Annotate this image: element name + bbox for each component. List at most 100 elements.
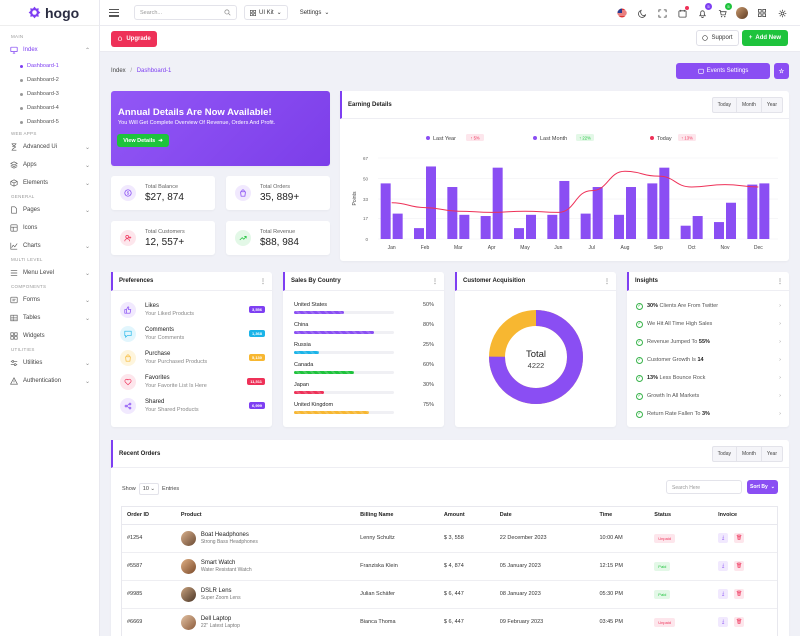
- grid-icon: [250, 9, 256, 16]
- product-description: Super Zoom Lens: [200, 594, 241, 601]
- download-icon[interactable]: ⤓: [718, 533, 729, 543]
- upgrade-button[interactable]: Upgrade: [111, 31, 157, 47]
- preference-purchase[interactable]: Purchase Your Purchased Products 5,130: [120, 350, 265, 368]
- preference-likes[interactable]: Likes Your Liked Products 3,556: [120, 302, 265, 320]
- more-options-icon[interactable]: ⋮: [432, 278, 438, 285]
- tab-today[interactable]: Today: [717, 450, 731, 457]
- chevron-right-icon[interactable]: ›: [779, 375, 781, 381]
- download-icon[interactable]: ⤓: [718, 589, 729, 599]
- search-input[interactable]: Search...: [134, 5, 237, 20]
- breadcrumb-separator: /: [130, 68, 133, 74]
- insight-item[interactable]: ✓ 13% Less Bounce Rock ›: [636, 371, 781, 385]
- table-row[interactable]: #9985 DSLR Lens Super Zoom Lens Julian Schä…: [122, 579, 777, 608]
- breadcrumb-root[interactable]: Index: [111, 68, 126, 74]
- insight-item[interactable]: ✓ Customer Growth Is 14 ›: [636, 353, 781, 367]
- support-button[interactable]: Support: [696, 30, 739, 46]
- chevron-right-icon[interactable]: ›: [779, 321, 781, 327]
- us-flag-icon[interactable]: [616, 7, 628, 19]
- sidebar-item-apps[interactable]: Apps ⌄: [0, 156, 99, 174]
- sidebar-subitem-dashboard-3[interactable]: Dashboard-3: [0, 87, 99, 101]
- insight-item[interactable]: ✓ 30% Clients Are From Twitter ›: [636, 299, 781, 313]
- sidebar-item-menu-level[interactable]: Menu Level ⌄: [0, 264, 99, 282]
- settings-gear-icon[interactable]: [776, 7, 788, 19]
- insight-item[interactable]: ✓ We Hit All Time High Sales ›: [636, 317, 781, 331]
- sidebar-item-advanced-ui[interactable]: Advanced Ui ⌄: [0, 138, 99, 156]
- layout-icon: [10, 224, 18, 232]
- bar-last-year: [547, 214, 558, 239]
- ui-kit-dropdown[interactable]: UI Kit ⌄: [244, 5, 288, 20]
- tab-year[interactable]: Year: [760, 446, 782, 461]
- sidebar-subitem-dashboard-2[interactable]: Dashboard-2: [0, 73, 99, 87]
- insight-item[interactable]: ✓ Growth In All Markets ›: [636, 389, 781, 403]
- sidebar-item-authentication[interactable]: Authentication ⌄: [0, 372, 99, 390]
- fullscreen-icon[interactable]: [656, 7, 668, 19]
- more-options-icon[interactable]: ⋮: [777, 278, 783, 285]
- country-row: Russia 25%: [294, 342, 434, 360]
- sidebar-item-elements[interactable]: Elements ⌄: [0, 174, 99, 192]
- country-name: United Kingdom: [294, 402, 334, 408]
- settings-dropdown[interactable]: Settings ⌄: [295, 5, 335, 20]
- order-time: 10:00 AM: [594, 523, 650, 552]
- chevron-right-icon[interactable]: ›: [779, 357, 781, 363]
- dark-mode-moon-icon[interactable]: [636, 7, 648, 19]
- user-avatar[interactable]: [736, 7, 748, 19]
- table-row[interactable]: #5587 Smart Watch Water Resistant Watch Fra…: [122, 551, 777, 580]
- preference-title: Likes: [145, 303, 160, 309]
- favorite-star-button[interactable]: ☆: [774, 63, 789, 79]
- delete-icon[interactable]: 🗑: [734, 589, 745, 599]
- more-options-icon[interactable]: ⋮: [604, 278, 610, 285]
- tab-month[interactable]: Month: [735, 97, 761, 112]
- brand-logo[interactable]: hogo: [0, 0, 99, 26]
- chevron-right-icon[interactable]: ›: [779, 303, 781, 309]
- product-cell: DSLR Lens Super Zoom Lens: [175, 579, 356, 608]
- help-circle-icon: [702, 35, 709, 41]
- chevron-right-icon[interactable]: ›: [779, 339, 781, 345]
- insight-item[interactable]: ✓ Return Rate Fallen To 3% ›: [636, 407, 781, 421]
- tab-year[interactable]: Year: [760, 97, 782, 112]
- notification-bell-icon[interactable]: 5: [696, 3, 712, 19]
- sort-by-button[interactable]: Sort By ⌄: [747, 480, 778, 494]
- delete-icon[interactable]: 🗑: [734, 561, 745, 571]
- sidebar-item-widgets[interactable]: Widgets: [0, 327, 99, 345]
- download-icon[interactable]: ⤓: [718, 561, 729, 571]
- events-settings-button[interactable]: Events Settings: [676, 63, 770, 79]
- orders-search-input[interactable]: Search Here: [666, 480, 742, 494]
- table-row[interactable]: #6669 Dell Laptop 22" Latest Laptop Bianca …: [122, 607, 777, 636]
- x-tick-label: Jun: [554, 245, 562, 251]
- sidebar-item-charts[interactable]: Charts ⌄: [0, 237, 99, 255]
- insight-item[interactable]: ✓ Revenue Jumped To 55% ›: [636, 335, 781, 349]
- sidebar-item-forms[interactable]: Forms ⌄: [0, 291, 99, 309]
- sidebar-item-pages[interactable]: Pages ⌄: [0, 201, 99, 219]
- chevron-right-icon[interactable]: ›: [779, 393, 781, 399]
- preference-favorites[interactable]: Favorites Your Favorite List Is Here 11,…: [120, 374, 265, 392]
- download-icon[interactable]: ⤓: [718, 617, 729, 628]
- sidebar-item-label: Index: [23, 47, 38, 53]
- sidebar-item-tables[interactable]: Tables ⌄: [0, 309, 99, 327]
- calendar-icon[interactable]: [676, 6, 689, 19]
- status-badge: Unpaid: [654, 533, 675, 543]
- cart-icon[interactable]: 5: [716, 3, 732, 19]
- apps-grid-icon[interactable]: [756, 7, 768, 19]
- delete-icon[interactable]: 🗑: [734, 617, 745, 628]
- sidebar-item-index[interactable]: Index ⌃: [0, 41, 99, 59]
- preference-comments[interactable]: Comments Your Comments 1,368: [120, 326, 265, 344]
- more-options-icon[interactable]: ⋮: [260, 278, 266, 285]
- entries-select[interactable]: 10 ⌄: [138, 483, 160, 495]
- tab-today[interactable]: Today: [717, 101, 731, 108]
- hamburger-menu-icon[interactable]: [109, 8, 119, 17]
- chevron-right-icon[interactable]: ›: [779, 411, 781, 417]
- sidebar-subitem-dashboard-4[interactable]: Dashboard-4: [0, 101, 99, 115]
- view-details-button[interactable]: View Details ➜: [117, 134, 169, 147]
- add-new-button[interactable]: + Add New: [742, 30, 788, 46]
- preference-shared[interactable]: Shared Your Shared Products 6,999: [120, 398, 265, 416]
- sidebar-item-utilities[interactable]: Utilities ⌄: [0, 354, 99, 372]
- table-row[interactable]: #1254 Boat Headphones Strong Bass Headphon…: [122, 523, 777, 552]
- sidebar-subitem-dashboard-5[interactable]: Dashboard-5: [0, 115, 99, 129]
- sidebar-item-icons[interactable]: Icons: [0, 219, 99, 237]
- sidebar-subitem-dashboard-1[interactable]: Dashboard-1: [0, 59, 99, 73]
- tab-month[interactable]: Month: [735, 446, 761, 461]
- y-tick-label: 50: [363, 176, 369, 181]
- country-name: Canada: [294, 362, 314, 368]
- country-row: United States 50%: [294, 302, 434, 320]
- delete-icon[interactable]: 🗑: [734, 533, 745, 543]
